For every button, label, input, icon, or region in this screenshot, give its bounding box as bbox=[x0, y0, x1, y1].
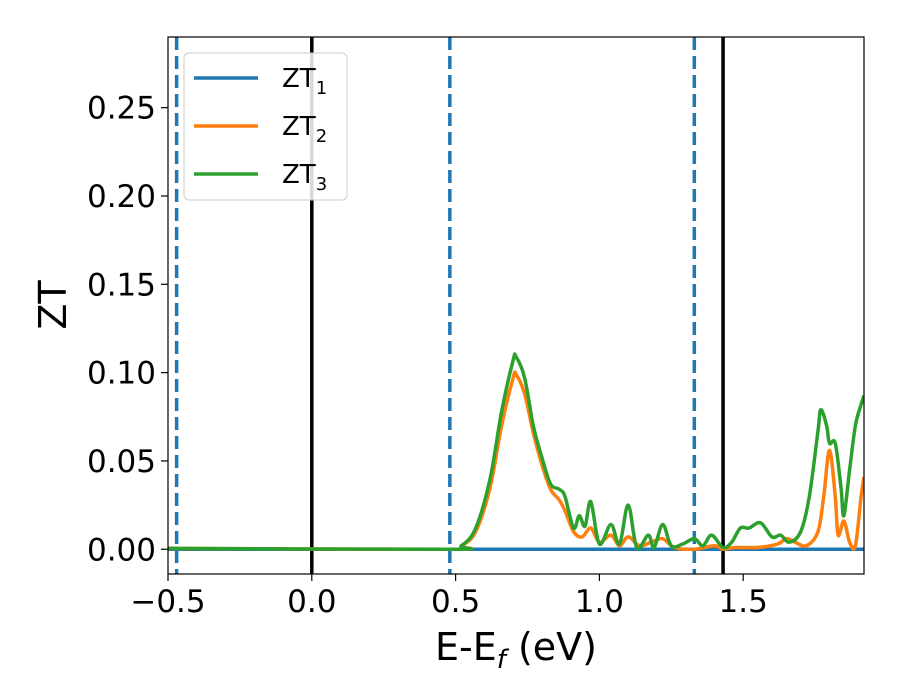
legend-box bbox=[183, 52, 348, 201]
y-axis-title: ZT bbox=[31, 280, 75, 330]
y-tick-label: 0.20 bbox=[87, 179, 156, 215]
x-axis-title-suffix: (eV) bbox=[506, 625, 597, 669]
x-tick-label: 0.5 bbox=[431, 584, 480, 620]
legend-label-zt1: ZT1 bbox=[282, 64, 327, 99]
y-tick-label: 0.15 bbox=[87, 267, 156, 303]
legend-label-zt2: ZT2 bbox=[282, 112, 327, 147]
x-tick-label: 1.5 bbox=[719, 584, 768, 620]
legend-label-zt3: ZT3 bbox=[282, 160, 327, 195]
y-tick-label: 0.05 bbox=[87, 444, 156, 480]
x-tick-label: 1.0 bbox=[575, 584, 624, 620]
x-axis-ticks: −0.5 0.0 0.5 1.0 1.5 bbox=[130, 574, 768, 620]
x-tick-label: 0.0 bbox=[287, 584, 336, 620]
y-axis-ticks: 0.00 0.05 0.10 0.15 0.20 0.25 bbox=[87, 91, 168, 568]
series-lines bbox=[168, 352, 864, 552]
x-tick-label: −0.5 bbox=[130, 584, 205, 620]
legend: ZT1 ZT2 ZT3 bbox=[183, 52, 348, 201]
x-axis-title: E-Ef (eV) bbox=[435, 625, 597, 675]
y-tick-label: 0.10 bbox=[87, 356, 156, 392]
y-tick-label: 0.00 bbox=[87, 532, 156, 568]
series-line-zt3 bbox=[168, 352, 864, 552]
x-axis-title-main: E-E bbox=[435, 625, 497, 669]
plot-frame bbox=[167, 36, 865, 575]
y-tick-label: 0.25 bbox=[87, 91, 156, 127]
